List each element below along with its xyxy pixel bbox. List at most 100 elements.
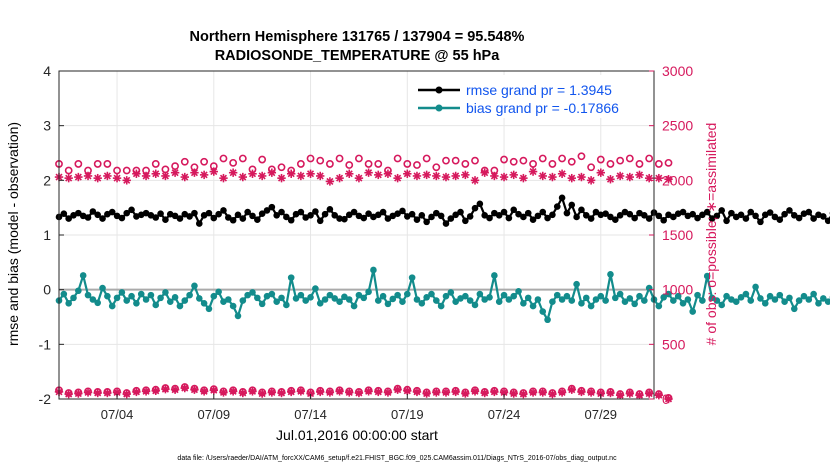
- assimilated-point: [267, 168, 277, 177]
- rmse-point: [795, 214, 803, 222]
- rmse-point: [679, 208, 687, 216]
- assimilated-point: [103, 171, 112, 181]
- bias-point: [573, 280, 580, 288]
- rmse-point: [210, 214, 218, 222]
- bias-point: [616, 290, 624, 298]
- assimilated_low-point: [83, 388, 93, 397]
- possible-point: [335, 154, 344, 163]
- rmse-point: [205, 209, 213, 217]
- rmse-point: [195, 220, 203, 227]
- rmse-point: [757, 218, 764, 226]
- bias-point: [495, 298, 503, 305]
- possible-point: [229, 158, 238, 167]
- bias-point: [108, 302, 116, 310]
- possible-point: [664, 158, 673, 167]
- possible-point: [316, 156, 325, 165]
- bias-point: [636, 292, 643, 300]
- rmse-point: [239, 215, 247, 222]
- bias-point: [162, 289, 169, 296]
- assimilated_low-point: [509, 389, 518, 398]
- assimilated-point: [112, 173, 122, 183]
- rmse-point: [379, 208, 387, 216]
- bias-point: [292, 295, 300, 302]
- rmse-point: [316, 217, 324, 225]
- assimilated_low-point: [267, 388, 277, 397]
- possible-point: [461, 160, 470, 168]
- rmse-point: [75, 209, 82, 217]
- rmse-point: [108, 208, 116, 216]
- y-left-tick-label: -1: [39, 336, 52, 352]
- bias-point: [389, 295, 397, 303]
- assimilated_low-point: [519, 389, 528, 399]
- assimilated_low-point: [238, 388, 248, 398]
- assimilated-point: [257, 171, 267, 181]
- bias-point: [466, 297, 474, 304]
- assimilated-point: [325, 177, 335, 186]
- bias-point: [374, 297, 382, 304]
- assimilated_low-point: [374, 387, 383, 397]
- bias-point: [713, 297, 721, 304]
- bias-point: [621, 298, 629, 305]
- bias-point: [684, 296, 692, 303]
- bias-point: [510, 292, 518, 300]
- assimilated-point: [190, 168, 199, 177]
- assimilated_low-point: [345, 388, 354, 397]
- assimilated_low-point: [74, 389, 83, 398]
- assimilated_low-point: [644, 389, 654, 398]
- assimilated_low-point: [335, 387, 344, 396]
- possible-point: [306, 154, 315, 163]
- bias-point: [820, 295, 827, 302]
- rmse-point: [283, 213, 290, 221]
- bias-point: [771, 296, 779, 303]
- rmse-point: [549, 211, 556, 219]
- rmse-point: [176, 215, 184, 222]
- rmse-point: [254, 216, 261, 223]
- assimilated_low-point: [412, 387, 422, 397]
- bias-point: [133, 300, 140, 307]
- rmse-point: [471, 204, 479, 212]
- assimilated-point: [132, 169, 141, 178]
- bias-point: [553, 291, 561, 299]
- possible-point: [500, 155, 508, 164]
- bias-point: [258, 300, 266, 308]
- y-right-tick-label: 500: [662, 336, 686, 352]
- bias-point: [205, 305, 213, 313]
- rmse-point: [273, 212, 280, 219]
- assimilated_low-point: [461, 389, 470, 398]
- possible-point: [180, 157, 189, 166]
- bias-point: [186, 291, 193, 299]
- rmse-point: [708, 215, 716, 222]
- rmse-point: [287, 216, 295, 224]
- y-axis-right-label: # of obs: o=possible; ∗=assimilated: [703, 123, 719, 346]
- bias-point: [384, 300, 392, 308]
- bias-point: [703, 272, 711, 280]
- rmse-point: [220, 207, 227, 214]
- possible-point: [122, 166, 131, 175]
- rmse-point: [428, 213, 435, 221]
- rmse-point: [655, 212, 663, 220]
- assimilated_low-point: [103, 388, 112, 398]
- assimilated-point: [461, 170, 470, 180]
- assimilated-point: [586, 176, 596, 185]
- assimilated_low-point: [277, 388, 286, 398]
- bias-point: [805, 296, 813, 303]
- bias-point: [790, 305, 798, 313]
- rmse-point: [631, 214, 638, 222]
- possible-point: [151, 160, 160, 168]
- rmse-point: [670, 213, 677, 221]
- bias-point: [128, 292, 135, 300]
- rmse-point: [737, 211, 745, 219]
- assimilated-point: [528, 167, 538, 176]
- assimilated-point: [557, 169, 567, 178]
- assimilated-point: [286, 169, 296, 178]
- assimilated-point: [509, 170, 518, 180]
- bias-point: [471, 301, 479, 309]
- bias-point: [694, 291, 701, 299]
- assimilated_low-point: [480, 388, 489, 398]
- possible-point: [519, 156, 528, 165]
- rmse-point: [781, 210, 788, 218]
- bias-point: [452, 298, 459, 305]
- x-tick-label: 07/14: [294, 407, 327, 422]
- bias-point: [239, 297, 247, 304]
- assimilated_low-point: [93, 388, 102, 398]
